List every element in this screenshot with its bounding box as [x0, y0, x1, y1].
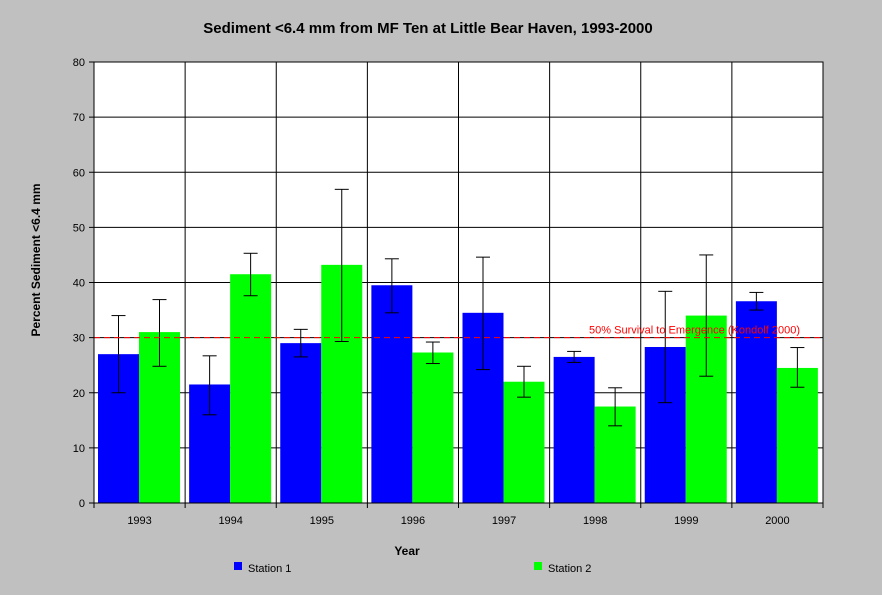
reference-line-group: 50% Survival to Emergence (Kondolf 2000): [94, 325, 823, 339]
y-tick-label: 60: [73, 167, 85, 179]
legend-swatch-station-1: [234, 562, 242, 570]
x-tick-label: 1995: [310, 515, 334, 527]
legend-label: Station 1: [248, 563, 291, 575]
y-axis-label: Percent Sediment <6.4 mm: [29, 183, 43, 336]
x-axis-ticks: 1993 1994 1995 1996 1997 1998 1999 2000: [93, 503, 824, 527]
bar-station-2-2000: [776, 367, 818, 503]
bar-station-1-1998: [553, 356, 595, 503]
y-tick-label: 50: [73, 222, 85, 234]
bar-station-1-2000: [735, 301, 777, 503]
y-tick-label: 10: [73, 443, 85, 455]
legend-label: Station 2: [548, 563, 591, 575]
y-tick-label: 70: [73, 112, 85, 124]
y-tick-label: 40: [73, 278, 85, 290]
bar-station-1-1996: [371, 285, 413, 503]
x-tick-label: 2000: [765, 515, 789, 527]
y-tick-label: 20: [73, 388, 85, 400]
chart-title: Sediment <6.4 mm from MF Ten at Little B…: [203, 20, 652, 37]
x-tick-label: 1998: [583, 515, 607, 527]
y-tick-label: 80: [73, 57, 85, 69]
reference-line-label: 50% Survival to Emergence (Kondolf 2000): [589, 325, 800, 337]
bar-station-2-1997: [503, 381, 545, 503]
legend: Station 1 Station 2: [234, 562, 591, 575]
bar-station-2-1994: [230, 274, 272, 503]
y-tick-label: 30: [73, 333, 85, 345]
error-bars: [111, 188, 805, 427]
legend-swatch-station-2: [534, 562, 542, 570]
x-tick-label: 1997: [492, 515, 516, 527]
y-axis-ticks: 0 10 20 30 40 50 60 70 80: [73, 57, 94, 510]
bar-station-1-1995: [280, 343, 322, 503]
y-tick-label: 0: [79, 498, 85, 510]
x-tick-label: 1996: [401, 515, 425, 527]
x-tick-label: 1994: [218, 515, 242, 527]
bar-station-2-1996: [412, 352, 454, 503]
x-tick-label: 1999: [674, 515, 698, 527]
x-tick-label: 1993: [127, 515, 151, 527]
x-axis-label: Year: [394, 544, 420, 558]
gridlines: [94, 62, 823, 503]
